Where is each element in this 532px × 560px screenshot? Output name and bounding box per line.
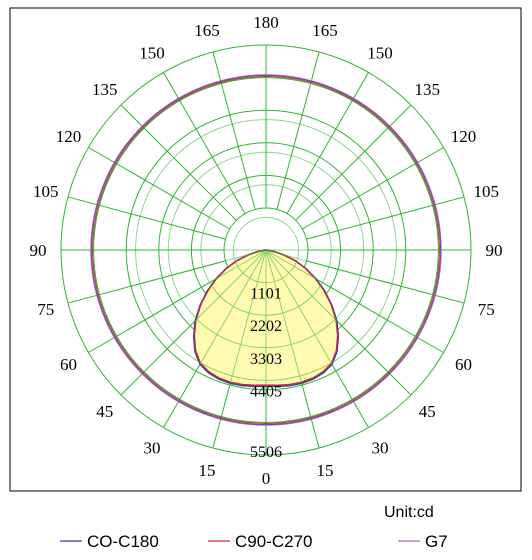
- angle-label-right-30: 30: [372, 438, 389, 457]
- overlay-spoke-15: [265, 249, 303, 385]
- ring-label-3: 4405: [250, 383, 282, 400]
- legend-label-2: G7: [425, 532, 448, 551]
- series-c90-c270-outer: [92, 76, 440, 424]
- spoke-255: [67, 196, 226, 240]
- overlay-spoke-30: [265, 249, 337, 371]
- overlay-spoke-60: [265, 249, 387, 321]
- angle-label-right-75: 75: [478, 300, 495, 319]
- angle-label-right-0: 0: [262, 469, 271, 488]
- overlay-spoke-15: [229, 249, 267, 385]
- series-group: [90, 74, 442, 426]
- spoke-120: [302, 147, 444, 230]
- overlay-spoke-45: [265, 249, 365, 349]
- ring-label-4: 5506: [250, 444, 282, 461]
- angle-label-left-120: 120: [56, 127, 82, 146]
- angle-label-left-135: 135: [92, 80, 118, 99]
- angle-label-right-180: 180: [253, 13, 279, 32]
- overlay-spoke-75: [265, 249, 401, 287]
- angle-label-right-120: 120: [451, 127, 477, 146]
- ring-label-0: 1101: [250, 286, 281, 303]
- angle-label-left-45: 45: [96, 402, 113, 421]
- series-g7-curve: [90, 74, 442, 426]
- ring-label-2: 3303: [250, 351, 282, 368]
- angle-label-left-105: 105: [33, 182, 59, 201]
- overlay-spoke-30: [195, 249, 267, 371]
- angle-label-right-60: 60: [455, 355, 472, 374]
- spoke-105: [306, 196, 465, 240]
- angle-label-left-15: 15: [198, 461, 215, 480]
- spoke-150: [286, 72, 369, 214]
- angle-label-left-165: 165: [194, 21, 220, 40]
- legend: CO-C180 C90-C270 G7: [60, 532, 448, 551]
- unit-label: Unit:cd: [384, 504, 434, 521]
- legend-label-1: C90-C270: [235, 532, 313, 551]
- spoke-225: [120, 104, 237, 221]
- spoke-135: [295, 104, 412, 221]
- angle-label-right-105: 105: [473, 182, 499, 201]
- label-group: 180 1651501351201059075604530150165150135…: [30, 13, 503, 488]
- angle-label-right-165: 165: [312, 21, 338, 40]
- angle-label-left-150: 150: [139, 44, 165, 63]
- angle-label-left-30: 30: [144, 438, 161, 457]
- legend-label-0: CO-C180: [87, 532, 159, 551]
- overlay-spoke-75: [131, 249, 267, 287]
- series-co-c180-outer: [90, 74, 442, 426]
- angle-label-right-90: 90: [486, 241, 503, 260]
- angle-label-right-45: 45: [419, 402, 436, 421]
- angle-label-left-60: 60: [60, 355, 77, 374]
- angle-label-right-15: 15: [317, 461, 334, 480]
- angle-label-left-90: 90: [30, 241, 47, 260]
- spoke-210: [163, 72, 246, 214]
- angle-label-right-135: 135: [414, 80, 440, 99]
- grid-overlay: [126, 119, 406, 390]
- spoke-240: [88, 147, 230, 230]
- angle-label-right-150: 150: [367, 44, 393, 63]
- overlay-spoke-45: [167, 249, 267, 349]
- overlay-spoke-60: [145, 249, 267, 321]
- angle-label-left-75: 75: [37, 300, 54, 319]
- ring-label-1: 2202: [250, 318, 282, 335]
- spoke-195: [212, 51, 256, 210]
- spoke-165: [276, 51, 320, 210]
